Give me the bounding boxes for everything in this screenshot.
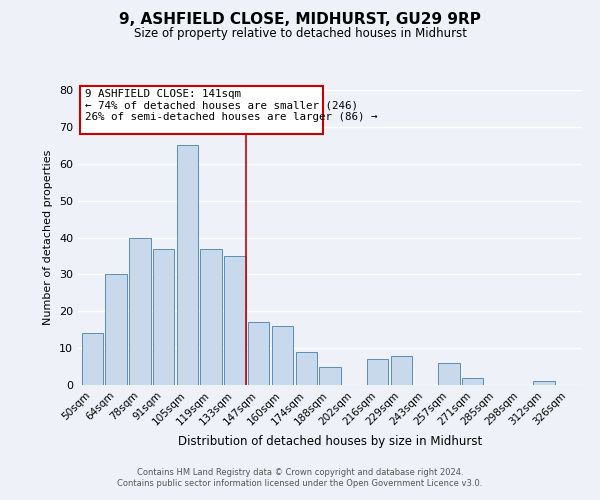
Text: 9 ASHFIELD CLOSE: 141sqm
← 74% of detached houses are smaller (246)
26% of semi-: 9 ASHFIELD CLOSE: 141sqm ← 74% of detach… [85, 90, 377, 122]
Text: Contains HM Land Registry data © Crown copyright and database right 2024.
Contai: Contains HM Land Registry data © Crown c… [118, 468, 482, 487]
Bar [82, 334, 103, 385]
Bar [367, 359, 388, 385]
Bar [319, 366, 341, 385]
Bar [462, 378, 484, 385]
Bar [176, 146, 198, 385]
Bar [391, 356, 412, 385]
Text: Size of property relative to detached houses in Midhurst: Size of property relative to detached ho… [133, 28, 467, 40]
Bar [272, 326, 293, 385]
Bar [153, 248, 174, 385]
Bar [248, 322, 269, 385]
Bar [129, 238, 151, 385]
X-axis label: Distribution of detached houses by size in Midhurst: Distribution of detached houses by size … [178, 435, 482, 448]
FancyBboxPatch shape [80, 86, 323, 134]
Text: 9, ASHFIELD CLOSE, MIDHURST, GU29 9RP: 9, ASHFIELD CLOSE, MIDHURST, GU29 9RP [119, 12, 481, 28]
Bar [106, 274, 127, 385]
Y-axis label: Number of detached properties: Number of detached properties [43, 150, 53, 325]
Bar [200, 248, 222, 385]
Bar [296, 352, 317, 385]
Bar [224, 256, 245, 385]
Bar [438, 363, 460, 385]
Bar [533, 382, 554, 385]
